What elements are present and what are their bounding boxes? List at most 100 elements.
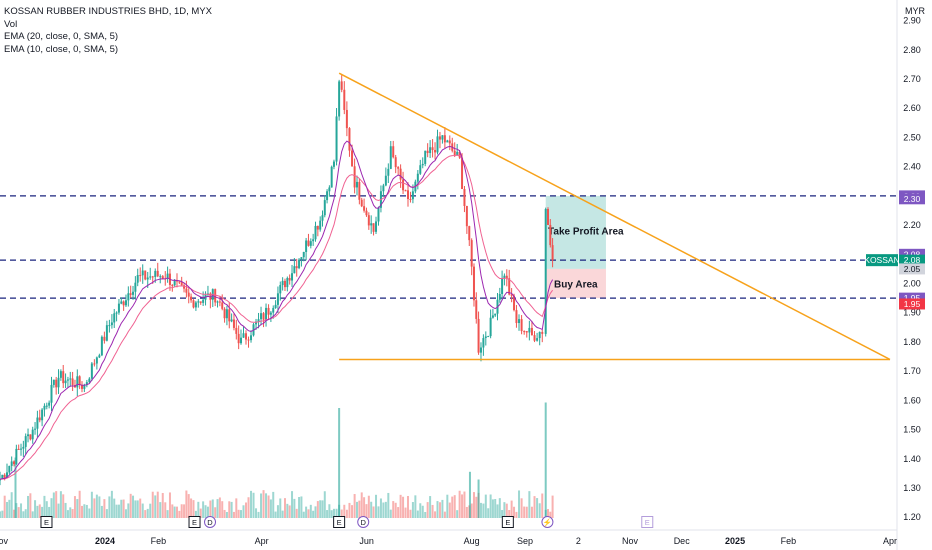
candle-body [330,166,333,188]
candle-body [59,371,62,378]
volume-bar [446,494,449,518]
candle-body [232,319,235,328]
volume-bar [533,496,536,518]
candle-body [272,307,275,313]
candle-body [456,151,459,155]
candle-body [36,417,39,429]
candle-body [367,215,370,226]
volume-bar [235,498,238,518]
candle-body [124,300,127,306]
price-tick-label: 1.60 [903,395,921,405]
volume-bar [335,508,338,518]
price-badge-bg [899,193,925,205]
volume-bar [406,495,409,518]
volume-bar [178,510,181,518]
volume-bar [458,490,461,518]
candle-body [100,336,103,356]
volume-bar [245,502,248,518]
volume-bar [397,507,400,518]
candle-body [544,209,547,334]
time-tick-label: Nov [622,536,639,546]
candle-body [360,199,363,207]
ema10-indicator-label[interactable]: EMA (10, close, 0, SMA, 5) [4,43,119,55]
candle-body [85,382,88,386]
candle-body [108,325,111,327]
candle-body [402,179,405,191]
volume-bar [332,508,335,518]
volume-bar [515,511,518,518]
volume-bar [20,503,23,518]
candle-body [161,276,164,279]
candle-body [15,448,18,465]
volume-bar [159,502,162,518]
candle-body [370,223,373,226]
volume-bar [218,497,221,518]
candle-body [48,402,51,406]
candle-body [93,363,96,365]
candle-body [547,209,550,225]
candle-body [397,167,400,169]
candle-body [335,116,338,162]
time-tick-label: Jun [359,536,374,546]
volume-indicator-label[interactable]: Vol [4,18,18,30]
candle-body [216,301,219,303]
candle-body [69,378,72,380]
candle-body [242,333,245,338]
volume-bar [29,493,32,518]
price-tick-label: 1.30 [903,483,921,493]
candle-body [0,479,1,481]
candle-body [489,317,492,337]
candle-body [41,409,44,421]
event-marker: E [192,518,197,527]
candle-body [523,331,526,333]
candle-body [115,312,118,314]
candle-body [281,280,284,286]
candle-body [479,347,482,353]
volume-bar [211,499,214,518]
candle-body [55,379,58,388]
volume-bar [463,491,466,518]
candle-body [453,150,456,155]
volume-bar [355,501,358,518]
volume-bar [472,492,475,518]
candle-body [448,140,451,144]
volume-bar [384,501,387,518]
candle-body [436,136,439,153]
candle-body [98,355,101,358]
time-tick-label: Apr [883,536,897,546]
volume-bar [461,494,464,518]
candle-body [192,300,195,308]
time-tick-label: Feb [781,536,797,546]
candle-body [399,168,402,180]
candle-body [358,181,361,200]
symbol-title[interactable]: KOSSAN RUBBER INDUSTRIES BHD, 1D, MYX [4,6,212,17]
volume-bar [307,509,310,518]
volume-bar [530,506,533,518]
volume-bar [98,496,101,518]
candle-body [472,266,475,301]
volume-bar [71,509,74,518]
candle-body [214,289,217,303]
candle-body [305,240,308,252]
volume-bar [250,490,253,518]
candle-body [240,337,243,344]
candle-body [533,335,536,341]
candle-body [424,150,427,164]
candles [0,75,554,486]
volume-bar [365,504,368,518]
volume-bar [392,501,395,518]
volume-bar [204,505,207,518]
candle-body [159,276,162,278]
price-badge: 2.30 [904,194,921,204]
candle-body [503,275,506,279]
volume-bar [370,501,373,518]
candle-body [494,313,497,316]
candle-body [13,461,16,465]
price-tick-label: 1.40 [903,454,921,464]
volume-bar [484,494,487,518]
candle-body [260,313,263,320]
ema20-indicator-label[interactable]: EMA (20, close, 0, SMA, 5) [4,31,119,42]
candle-body [127,293,130,301]
candle-body [319,220,322,230]
